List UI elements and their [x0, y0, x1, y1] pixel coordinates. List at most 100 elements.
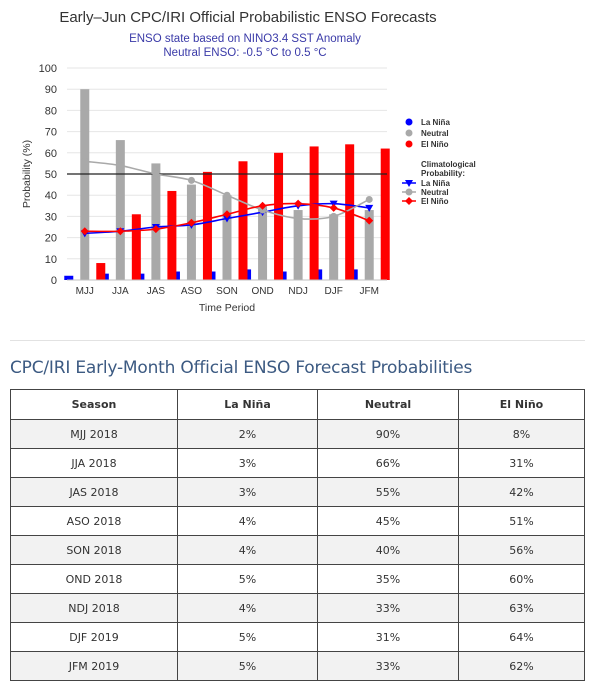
x-tick-label: DJF	[324, 286, 342, 297]
y-tick-label: 100	[39, 63, 57, 75]
y-axis-label: Probability (%)	[21, 140, 33, 208]
legend-swatch	[405, 118, 413, 126]
table-header-row: Season La Niña Neutral El Niño	[10, 389, 585, 420]
climatology-marker-neutral	[116, 162, 124, 170]
cell-neutral: 55%	[317, 477, 459, 507]
chart-subtitle-line: ENSO state based on NINO3.4 SST Anomaly	[129, 33, 361, 45]
cell-neutral: 31%	[317, 622, 459, 652]
cell-neutral: 40%	[317, 535, 459, 565]
bar-el-nino	[238, 161, 248, 280]
cell-la-nina: 3%	[177, 448, 318, 478]
climatology-marker-la-nina	[365, 204, 374, 212]
cell-season: SON 2018	[10, 535, 178, 565]
cell-la-nina: 5%	[177, 564, 318, 594]
y-tick-label: 50	[45, 169, 57, 181]
cell-el-nino: 8%	[458, 419, 585, 449]
bar-neutral	[364, 210, 374, 280]
legend-climatology-label: Neutral	[421, 188, 449, 197]
x-tick-label: ASO	[181, 286, 202, 297]
legend-marker	[405, 188, 413, 196]
x-tick-label: SON	[216, 286, 238, 297]
cell-el-nino: 56%	[458, 535, 585, 565]
table-body: MJJ 2018 2% 90% 8% JJA 2018 3% 66% 31% JAS 2018 3…	[10, 419, 585, 681]
legend-marker	[405, 197, 413, 205]
cell-la-nina: 3%	[177, 477, 318, 507]
climatology-marker-el-nino	[151, 225, 160, 234]
legend-label: El Niño	[421, 140, 449, 149]
cell-el-nino: 31%	[458, 448, 585, 478]
climatology-marker-el-nino	[365, 216, 374, 225]
y-tick-label: 70	[45, 127, 57, 139]
climatology-marker-neutral	[81, 157, 89, 165]
cell-el-nino: 63%	[458, 593, 585, 623]
section-divider	[10, 340, 585, 341]
legend-marker	[405, 180, 413, 187]
climatology-marker-el-nino	[116, 227, 125, 236]
cell-la-nina: 4%	[177, 506, 318, 536]
cell-neutral: 45%	[317, 506, 459, 536]
bar-neutral	[293, 210, 303, 280]
table-row: JAS 2018 3% 55% 42%	[10, 477, 585, 507]
cell-el-nino: 60%	[458, 564, 585, 594]
bar-neutral	[258, 205, 268, 280]
cell-neutral: 33%	[317, 651, 459, 681]
chart-title: Early–Jun CPC/IRI Official Probabilistic…	[59, 9, 436, 26]
cell-season: ASO 2018	[10, 506, 178, 536]
legend-swatch	[405, 129, 413, 137]
legend-climatology-label: La Niña	[421, 179, 450, 188]
table-row: JJA 2018 3% 66% 31%	[10, 448, 585, 478]
x-tick-label: JAS	[147, 286, 166, 297]
legend-climatology-label: El Niño	[421, 197, 449, 206]
cell-la-nina: 5%	[177, 651, 318, 681]
climatology-marker-el-nino	[329, 203, 338, 212]
chart-svg: Early–Jun CPC/IRI Official Probabilistic…	[21, 9, 476, 314]
header-neutral: Neutral	[317, 389, 459, 420]
cell-la-nina: 4%	[177, 535, 318, 565]
cell-neutral: 33%	[317, 593, 459, 623]
cell-season: MJJ 2018	[10, 419, 178, 449]
cell-season: JFM 2019	[10, 651, 178, 681]
bar-neutral	[80, 89, 90, 280]
climatology-marker-neutral	[187, 176, 195, 184]
x-tick-label: JJA	[112, 286, 129, 297]
bar-la-nina	[64, 275, 74, 280]
climatology-marker-el-nino	[294, 199, 303, 208]
cell-season: OND 2018	[10, 564, 178, 594]
cell-el-nino: 62%	[458, 651, 585, 681]
table-row: DJF 2019 5% 31% 64%	[10, 622, 585, 652]
legend-climatology-header: Probability:	[421, 169, 465, 178]
table-title: CPC/IRI Early-Month Official ENSO Foreca…	[10, 358, 473, 378]
table-row: JFM 2019 5% 33% 62%	[10, 651, 585, 681]
bar-el-nino	[96, 263, 106, 280]
bar-el-nino	[309, 146, 319, 280]
cell-la-nina: 4%	[177, 593, 318, 623]
legend-swatch	[405, 140, 413, 148]
climatology-marker-el-nino	[223, 210, 231, 219]
climatology-marker-neutral	[223, 191, 231, 199]
header-la-nina: La Niña	[177, 389, 318, 420]
y-tick-label: 60	[45, 148, 57, 160]
x-tick-label: JFM	[359, 286, 378, 297]
cell-season: JJA 2018	[10, 448, 178, 478]
bar-neutral	[151, 163, 161, 280]
cell-season: DJF 2019	[10, 622, 178, 652]
climatology-marker-neutral	[330, 212, 338, 220]
header-season: Season	[10, 389, 178, 420]
climatology-marker-neutral	[259, 206, 267, 214]
bar-neutral	[186, 184, 196, 280]
y-tick-label: 90	[45, 84, 57, 96]
cell-neutral: 35%	[317, 564, 459, 594]
climatology-marker-el-nino	[80, 227, 89, 236]
bar-el-nino	[202, 171, 212, 280]
table-row: OND 2018 5% 35% 60%	[10, 564, 585, 594]
y-tick-label: 80	[45, 105, 57, 117]
y-tick-label: 40	[45, 190, 57, 202]
enso-forecast-chart: Early–Jun CPC/IRI Official Probabilistic…	[0, 0, 609, 330]
bar-el-nino	[131, 214, 141, 280]
bar-neutral	[115, 140, 125, 280]
bar-neutral	[222, 195, 232, 280]
cell-el-nino: 64%	[458, 622, 585, 652]
cell-el-nino: 51%	[458, 506, 585, 536]
climatology-marker-el-nino	[258, 201, 267, 210]
bar-el-nino	[167, 190, 177, 280]
